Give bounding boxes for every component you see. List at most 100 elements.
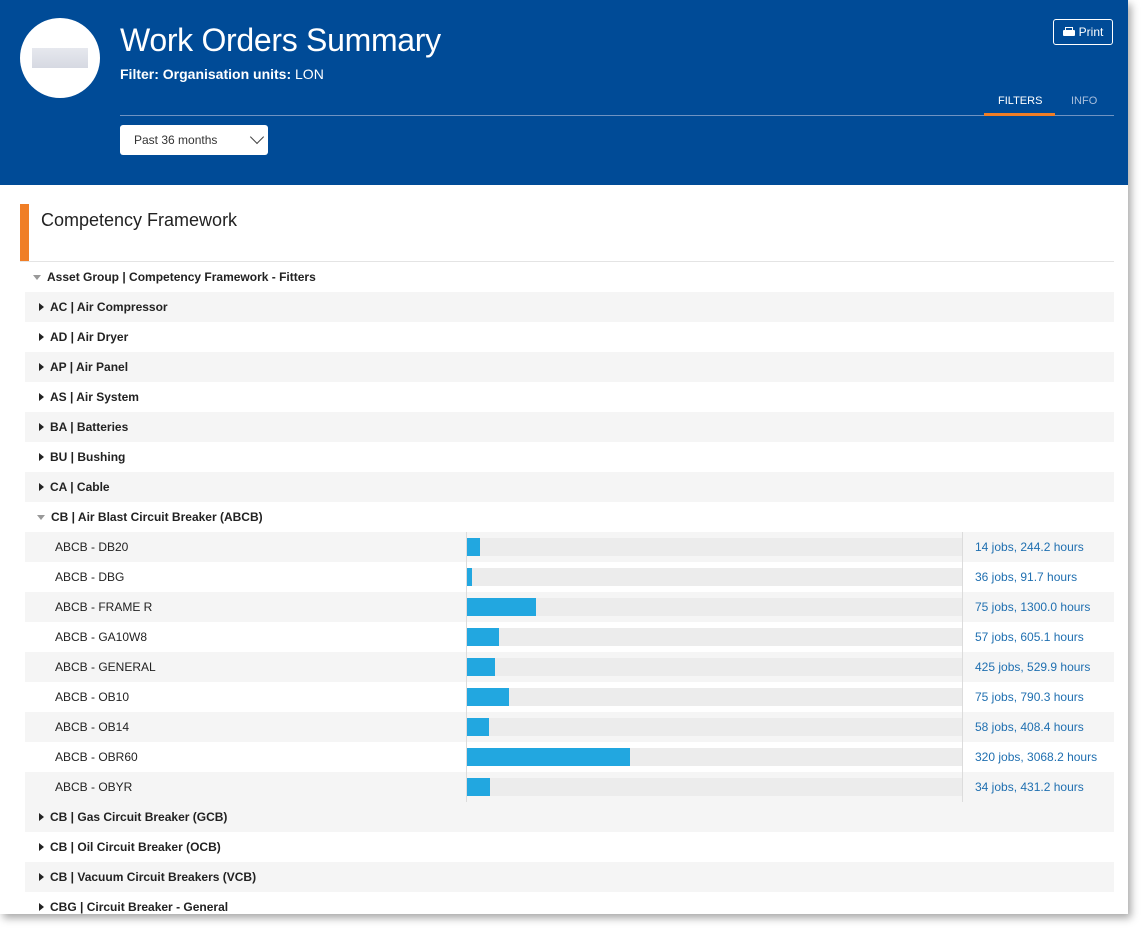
caret-right-icon [39,333,44,341]
column-divider [962,742,963,772]
group-row[interactable]: CA | Cable [25,472,1114,502]
section-title: Competency Framework [41,210,238,230]
group-label: CB | Vacuum Circuit Breakers (VCB) [50,870,257,884]
asset-group-header[interactable]: Asset Group | Competency Framework - Fit… [25,262,1114,292]
group-row[interactable]: CB | Oil Circuit Breaker (OCB) [25,832,1114,862]
column-divider [962,622,963,652]
column-divider [466,712,467,742]
list-item: ABCB - OBR60 320 jobs, 3068.2 hours [25,742,1114,772]
item-value-link[interactable]: 425 jobs, 529.9 hours [975,660,1091,674]
item-value-link[interactable]: 75 jobs, 1300.0 hours [975,600,1091,614]
group-label: CBG | Circuit Breaker - General [50,900,229,914]
caret-right-icon [39,483,44,491]
hours-bar [467,628,499,646]
filter-label: Filter: Organisation units: [120,66,292,82]
collapsed-groups-top: AC | Air Compressor AD | Air Dryer AP | Ai… [25,292,1114,502]
item-label: ABCB - OB10 [55,690,130,704]
item-label: ABCB - OBR60 [55,750,138,764]
column-divider [466,652,467,682]
group-row[interactable]: AS | Air System [25,382,1114,412]
group-row[interactable]: BU | Bushing [25,442,1114,472]
hours-bar [467,718,489,736]
caret-right-icon [39,423,44,431]
group-label: AC | Air Compressor [50,300,168,314]
item-value-link[interactable]: 58 jobs, 408.4 hours [975,720,1084,734]
item-value-link[interactable]: 75 jobs, 790.3 hours [975,690,1084,704]
hours-bar-track [467,628,962,646]
asset-group-label: Asset Group | Competency Framework - Fit… [47,270,316,284]
print-button-label: Print [1078,25,1104,39]
column-divider [962,652,963,682]
item-label: ABCB - DB20 [55,540,129,554]
column-divider [466,772,467,802]
hours-bar [467,598,536,616]
column-divider [466,622,467,652]
caret-down-icon [37,514,45,520]
column-divider [962,592,963,622]
caret-right-icon [39,903,44,911]
item-label: ABCB - DBG [55,570,125,584]
caret-right-icon [39,393,44,401]
print-button[interactable]: Print [1053,19,1113,45]
list-item: ABCB - OB14 58 jobs, 408.4 hours [25,712,1114,742]
printer-icon [1062,26,1075,38]
hours-bar [467,568,472,586]
filter-value: LON [295,66,324,82]
group-row[interactable]: CB | Gas Circuit Breaker (GCB) [25,802,1114,832]
caret-right-icon [39,873,44,881]
hours-bar-track [467,598,962,616]
chevron-down-icon [249,129,265,145]
hours-bar-track [467,568,962,586]
group-row[interactable]: AC | Air Compressor [25,292,1114,322]
collapsed-groups-bottom: CB | Gas Circuit Breaker (GCB) CB | Oil C… [25,802,1114,914]
column-divider [962,532,963,562]
report-page: Work Orders Summary Filter: Organisation… [0,0,1128,914]
item-value-link[interactable]: 34 jobs, 431.2 hours [975,780,1084,794]
active-tab-indicator [984,113,1055,116]
hours-bar [467,748,630,766]
section-divider [20,261,1114,262]
hours-bar [467,538,480,556]
tree-table: Asset Group | Competency Framework - Fit… [25,262,1114,914]
item-value-link[interactable]: 14 jobs, 244.2 hours [975,540,1084,554]
expanded-group-row[interactable]: CB | Air Blast Circuit Breaker (ABCB) [25,502,1114,532]
caret-right-icon [39,813,44,821]
group-label: CB | Gas Circuit Breaker (GCB) [50,810,228,824]
group-row[interactable]: AP | Air Panel [25,352,1114,382]
item-value-link[interactable]: 36 jobs, 91.7 hours [975,570,1078,584]
tab-info[interactable]: INFO [1071,95,1098,107]
hours-bar-track [467,718,962,736]
column-divider [962,772,963,802]
column-divider [466,532,467,562]
tab-filters[interactable]: FILTERS [998,95,1043,107]
group-row[interactable]: CBG | Circuit Breaker - General [25,892,1114,914]
group-row[interactable]: AD | Air Dryer [25,322,1114,352]
caret-right-icon [39,363,44,371]
column-divider [466,742,467,772]
item-label: ABCB - FRAME R [55,600,153,614]
hours-bar-track [467,658,962,676]
list-item: ABCB - OB10 75 jobs, 790.3 hours [25,682,1114,712]
caret-right-icon [39,453,44,461]
hours-bar-track [467,778,962,796]
column-divider [962,562,963,592]
group-row[interactable]: CB | Vacuum Circuit Breakers (VCB) [25,862,1114,892]
group-label: CB | Oil Circuit Breaker (OCB) [50,840,221,854]
hours-bar-track [467,748,962,766]
column-divider [466,562,467,592]
column-divider [466,592,467,622]
hours-bar-track [467,688,962,706]
list-item: ABCB - GENERAL 425 jobs, 529.9 hours [25,652,1114,682]
hours-bar [467,688,509,706]
filter-summary: Filter: Organisation units: LON [120,66,324,82]
item-label: ABCB - GENERAL [55,660,156,674]
item-value-link[interactable]: 320 jobs, 3068.2 hours [975,750,1098,764]
period-select[interactable]: Past 36 months [120,125,268,155]
group-row[interactable]: BA | Batteries [25,412,1114,442]
list-item: ABCB - DBG 36 jobs, 91.7 hours [25,562,1114,592]
item-value-link[interactable]: 57 jobs, 605.1 hours [975,630,1084,644]
list-item: ABCB - DB20 14 jobs, 244.2 hours [25,532,1114,562]
list-item: ABCB - OBYR 34 jobs, 431.2 hours [25,772,1114,802]
column-divider [962,712,963,742]
group-label: AD | Air Dryer [50,330,129,344]
